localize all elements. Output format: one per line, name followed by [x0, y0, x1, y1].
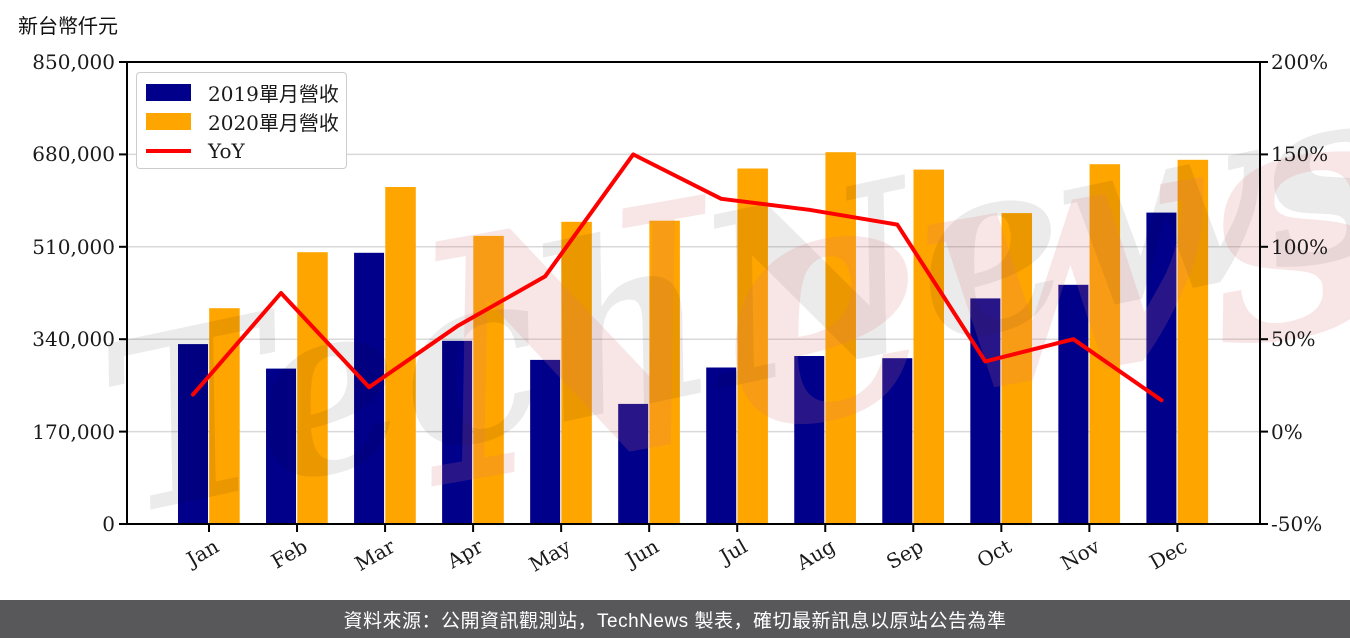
bar-2019-Dec: [1146, 212, 1177, 524]
left-axis-tick-0: 0: [102, 512, 115, 536]
legend-label-yoy: YoY: [208, 138, 245, 163]
bar-2019-Feb: [266, 368, 297, 524]
legend-label-2020: 2020單月營收: [208, 111, 339, 135]
legend-label-2019: 2019單月營收: [208, 82, 339, 106]
bar-2019-Jun: [618, 403, 649, 524]
left-axis-tick-850,000: 850,000: [32, 50, 115, 74]
bar-2020-Oct: [1001, 213, 1033, 524]
bar-2019-Aug: [794, 356, 825, 524]
left-axis-tick-340,000: 340,000: [32, 327, 115, 352]
bar-2020-Jun: [649, 220, 680, 524]
bar-2019-May: [530, 359, 561, 524]
right-axis-tick-0%: 0%: [1271, 419, 1303, 444]
bar-2019-Oct: [970, 298, 1001, 524]
bar-2020-Dec: [1177, 159, 1209, 525]
bar-2020-Apr: [473, 235, 504, 524]
right-axis-tick-150%: 150%: [1271, 142, 1329, 167]
legend-swatch-yoy: [146, 148, 191, 153]
bar-2020-Jul: [737, 168, 768, 524]
left-axis-tick-170,000: 170,000: [32, 419, 115, 444]
right-axis-tick-200%: 200%: [1271, 50, 1329, 74]
yoy-line: [191, 152, 1164, 403]
source-footer-bar: 資料來源：公開資訊觀測站，TechNews 製表，確切最新訊息以原站公告為準: [0, 600, 1350, 638]
bar-2020-Mar: [385, 187, 416, 524]
left-axis-unit-label: 新台幣仟元: [18, 14, 118, 38]
bar-2019-Nov: [1058, 284, 1089, 524]
left-axis-tick-680,000: 680,000: [32, 142, 115, 167]
legend-item-2019: 2019單月營收: [146, 78, 346, 107]
bar-2020-Feb: [297, 252, 328, 524]
right-axis-tick--50%: -50%: [1271, 512, 1323, 536]
bar-2019-Apr: [442, 340, 473, 524]
bar-2019-Jul: [706, 367, 737, 524]
bar-2020-May: [561, 221, 592, 525]
chart-legend: 2019單月營收 2020單月營收 YoY: [136, 72, 347, 169]
plot-frame: [126, 61, 1261, 525]
bar-2019-Sep: [882, 358, 913, 524]
bar-2020-Sep: [913, 169, 944, 524]
right-axis-tick-50%: 50%: [1271, 327, 1316, 352]
legend-swatch-2019: [146, 84, 191, 101]
legend-item-2020: 2020單月營收: [146, 107, 346, 136]
bar-2019-Jan: [178, 344, 208, 524]
legend-item-yoy: YoY: [146, 136, 346, 165]
legend-swatch-2020: [146, 113, 191, 130]
left-axis-tick-510,000: 510,000: [32, 234, 115, 259]
source-footer-text: 資料來源：公開資訊觀測站，TechNews 製表，確切最新訊息以原站公告為準: [343, 610, 1007, 632]
right-axis-tick-100%: 100%: [1271, 234, 1329, 259]
bar-2020-Nov: [1089, 164, 1121, 524]
